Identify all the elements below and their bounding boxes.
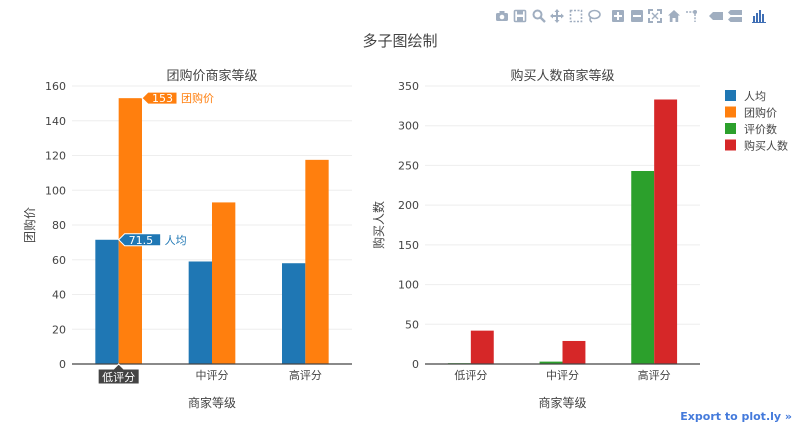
lasso-select-icon xyxy=(588,9,601,23)
box-select-icon xyxy=(569,9,582,23)
legend-item-团购价[interactable]: 团购价 xyxy=(725,106,777,120)
y-axis-title: 团购价 xyxy=(22,207,37,243)
y-tick-label: 40 xyxy=(52,289,66,302)
hover-label-团购价: 153 团购价 xyxy=(141,91,214,105)
x-tick-label: 中评分 xyxy=(196,369,229,382)
subplot-1: 0 20 40 60 80 100 120 140 160 低评分 中评分 高评分 团购价商家等级商家等… xyxy=(22,68,352,410)
reset-axes-button[interactable] xyxy=(666,8,682,24)
box-select-button[interactable] xyxy=(568,8,584,24)
bar-购买人数-高评分[interactable] xyxy=(654,99,678,364)
y-tick-label: 80 xyxy=(52,219,66,232)
bar-购买人数-中评分[interactable] xyxy=(562,340,586,364)
hover-label-value: 71.5 xyxy=(129,234,154,247)
camera-button[interactable] xyxy=(494,8,510,24)
hover-label-人均: 71.5 人均 xyxy=(117,233,187,247)
y-tick-label: 50 xyxy=(405,318,419,331)
y-tick-label: 140 xyxy=(45,115,66,128)
hover-closest-button[interactable] xyxy=(708,8,724,24)
subplot-title: 购买人数商家等级 xyxy=(510,68,614,84)
zoom-in-icon xyxy=(612,10,625,22)
hover-axis-label: 低评分 xyxy=(97,363,140,385)
x-tick-label: 中评分 xyxy=(546,369,579,382)
legend-label: 评价数 xyxy=(744,123,777,136)
legend-swatch xyxy=(725,90,736,101)
legend-item-评价数[interactable]: 评价数 xyxy=(725,123,777,136)
bar-评价数-高评分[interactable] xyxy=(631,170,655,364)
bar-购买人数-低评分[interactable] xyxy=(470,330,494,364)
figure-title: 多子图绘制 xyxy=(362,32,437,50)
hover-compare-button[interactable] xyxy=(727,8,743,24)
save-icon xyxy=(514,9,527,23)
subplot-2: 0 50 100 150 200 250 300 350 低评分 中评分 高评分 购买人数商家等级商家… xyxy=(371,68,700,410)
hover-label-name: 人均 xyxy=(165,234,187,247)
zoom-in-button[interactable] xyxy=(610,8,626,24)
y-tick-label: 120 xyxy=(45,150,66,163)
zoom-icon xyxy=(532,9,546,23)
legend-swatch xyxy=(725,106,736,118)
hover-axis-text: 低评分 xyxy=(102,371,135,384)
legend-item-购买人数[interactable]: 购买人数 xyxy=(725,139,788,153)
legend-label: 人均 xyxy=(744,90,766,103)
y-axis-title: 购买人数 xyxy=(371,201,386,249)
save-button[interactable] xyxy=(512,8,528,24)
hover-compare-icon xyxy=(727,10,742,22)
hover-label-box xyxy=(141,91,178,105)
autoscale-icon xyxy=(648,9,663,23)
y-tick-label: 60 xyxy=(52,254,66,267)
legend-swatch xyxy=(725,139,736,151)
y-tick-label: 160 xyxy=(45,80,66,93)
legend-label: 购买人数 xyxy=(744,139,788,153)
hover-closest-icon xyxy=(709,12,724,20)
y-tick-label: 0 xyxy=(59,358,66,371)
plotly-logo-button[interactable] xyxy=(751,8,767,24)
spike-lines-icon xyxy=(685,10,697,22)
plotly-logo-icon xyxy=(752,10,767,23)
lasso-select-button[interactable] xyxy=(586,8,602,24)
y-tick-label: 250 xyxy=(398,159,419,172)
x-tick-label: 高评分 xyxy=(289,368,322,382)
y-tick-label: 350 xyxy=(398,80,419,93)
y-tick-label: 100 xyxy=(398,279,419,292)
legend-swatch xyxy=(725,123,736,134)
y-tick-label: 300 xyxy=(398,120,419,133)
y-tick-label: 200 xyxy=(398,199,419,212)
modebar xyxy=(494,8,769,24)
y-tick-label: 150 xyxy=(398,239,419,252)
x-axis-title: 商家等级 xyxy=(188,395,236,410)
autoscale-button[interactable] xyxy=(647,8,663,24)
hover-label-name: 团购价 xyxy=(181,91,214,105)
subplot-title: 团购价商家等级 xyxy=(166,68,257,84)
bar-团购价-高评分[interactable] xyxy=(305,159,329,364)
bar-团购价-中评分[interactable] xyxy=(212,202,236,364)
zoom-out-button[interactable] xyxy=(629,8,645,24)
hover-axis-box xyxy=(97,363,140,385)
y-tick-label: 100 xyxy=(45,184,66,197)
spike-lines-button[interactable] xyxy=(684,8,700,24)
hover-label-box xyxy=(117,233,162,247)
bar-人均-高评分[interactable] xyxy=(282,263,306,364)
bar-人均-中评分[interactable] xyxy=(188,261,212,364)
zoom-out-icon xyxy=(630,10,643,22)
reset-axes-icon xyxy=(667,10,680,22)
pan-button[interactable] xyxy=(549,8,565,24)
legend-item-人均[interactable]: 人均 xyxy=(725,90,766,103)
x-axis-title: 商家等级 xyxy=(538,395,586,410)
pan-icon xyxy=(550,9,565,23)
export-to-plotly-link[interactable]: Export to plot.ly » xyxy=(680,410,792,423)
y-tick-label: 20 xyxy=(52,323,66,336)
camera-icon xyxy=(496,11,508,21)
x-tick-label: 高评分 xyxy=(638,368,671,382)
x-tick-label: 低评分 xyxy=(454,369,487,382)
zoom-button[interactable] xyxy=(531,8,547,24)
bar-人均-低评分[interactable] xyxy=(95,239,119,364)
bar-评价数-中评分[interactable] xyxy=(539,361,563,364)
legend-label: 团购价 xyxy=(744,106,777,120)
hover-label-value: 153 xyxy=(152,92,173,105)
y-tick-label: 0 xyxy=(412,358,419,371)
bar-团购价-低评分[interactable] xyxy=(118,98,142,364)
